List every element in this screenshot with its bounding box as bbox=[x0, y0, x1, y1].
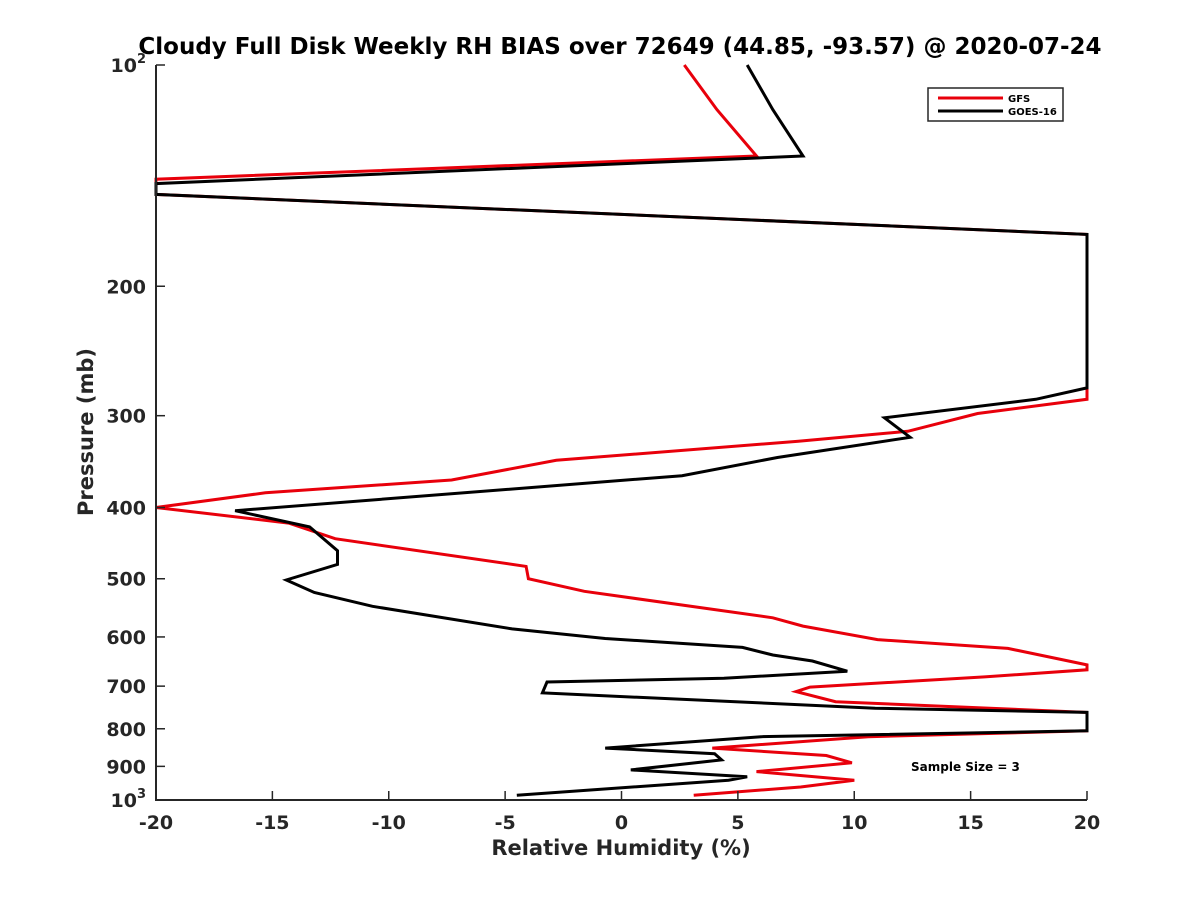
x-tick-label: 10 bbox=[841, 812, 867, 834]
axes-frame bbox=[155, 65, 1087, 801]
series-line-goes16 bbox=[154, 64, 1089, 797]
x-tick-label: -15 bbox=[255, 812, 289, 834]
x-tick-label: 5 bbox=[731, 812, 744, 834]
legend: GFS GOES-16 bbox=[927, 87, 1064, 122]
y-tick-label: 700 bbox=[106, 676, 146, 698]
x-tick-label: -10 bbox=[372, 812, 406, 834]
series-layer bbox=[154, 64, 1089, 797]
x-axis-label: Relative Humidity (%) bbox=[491, 836, 750, 860]
y-tick-label: 600 bbox=[106, 627, 146, 649]
y-tick-label: 800 bbox=[106, 719, 146, 741]
y-axis-ticks: 102 200 300 400 500 600 700 800 900 103 bbox=[106, 52, 165, 812]
y-tick-label: 400 bbox=[106, 498, 146, 520]
x-tick-label: 15 bbox=[957, 812, 983, 834]
chart-title: Cloudy Full Disk Weekly RH BIAS over 726… bbox=[138, 34, 1101, 60]
x-tick-label: -5 bbox=[495, 812, 516, 834]
y-tick-label: 103 bbox=[111, 787, 147, 812]
x-axis-ticks: -20 -15 -10 -5 0 5 10 15 20 bbox=[139, 791, 1100, 834]
y-tick-label: 200 bbox=[106, 276, 146, 298]
legend-label-goes16: GOES-16 bbox=[1008, 107, 1057, 118]
y-tick-label: 102 bbox=[111, 52, 147, 77]
legend-box bbox=[927, 87, 1064, 122]
x-tick-label: 20 bbox=[1074, 812, 1100, 834]
legend-label-gfs: GFS bbox=[1008, 94, 1030, 105]
sample-size-annotation: Sample Size = 3 bbox=[911, 760, 1020, 774]
x-tick-label: -20 bbox=[139, 812, 173, 834]
x-tick-label: 0 bbox=[615, 812, 628, 834]
y-tick-label: 500 bbox=[106, 569, 146, 591]
y-axis-label: Pressure (mb) bbox=[74, 348, 98, 516]
y-tick-label: 900 bbox=[106, 756, 146, 778]
y-tick-label: 300 bbox=[106, 406, 146, 428]
series-line-gfs bbox=[154, 64, 1089, 797]
